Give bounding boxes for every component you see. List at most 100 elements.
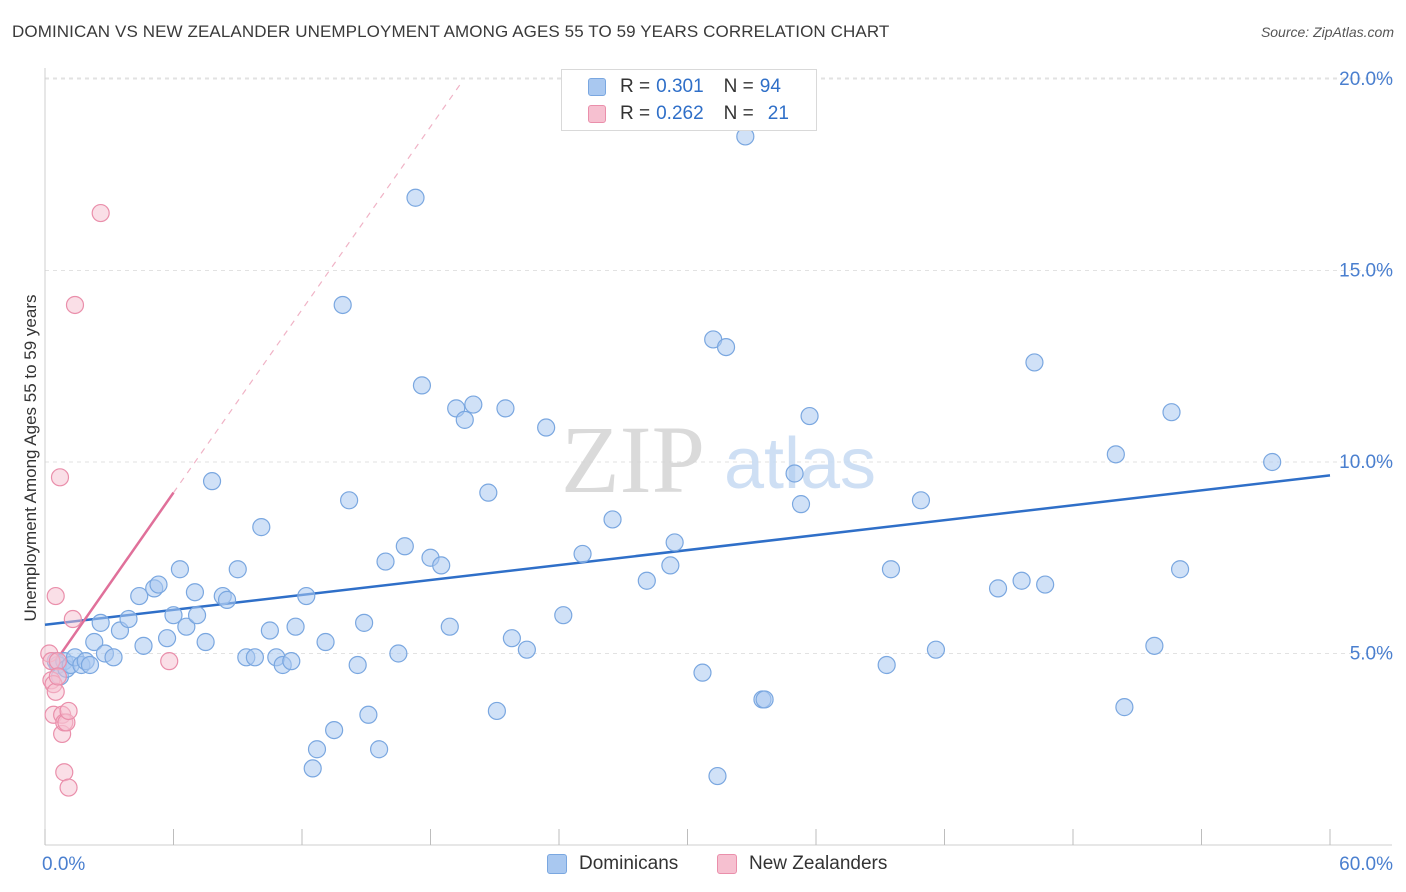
point-dominican xyxy=(716,338,736,357)
watermark-zip: ZIP xyxy=(561,406,705,513)
point-dominican xyxy=(464,395,483,414)
point-dominican xyxy=(389,644,408,663)
point-dominican xyxy=(119,609,138,629)
point-dominican xyxy=(307,740,327,759)
point-new-zealander xyxy=(59,701,78,721)
source-credit: Source: ZipAtlas.com xyxy=(1260,24,1394,40)
point-dominican xyxy=(800,406,819,426)
trend-lines xyxy=(44,80,1331,662)
point-dominican xyxy=(988,579,1008,598)
point-dominican xyxy=(1162,403,1181,422)
point-dominican xyxy=(665,533,684,552)
point-dominican xyxy=(164,606,183,625)
trend-line-new-zealanders-extrapolated xyxy=(173,80,464,493)
point-dominican xyxy=(80,655,100,675)
point-dominican xyxy=(693,663,712,682)
point-new-zealander xyxy=(46,586,65,606)
axis-layer xyxy=(44,68,1392,846)
point-dominican xyxy=(455,410,474,429)
legend-n-label: N = xyxy=(723,76,754,97)
point-dominican xyxy=(376,552,395,571)
point-dominican xyxy=(791,495,811,514)
point-dominican xyxy=(395,537,414,556)
legend-r-label: R = xyxy=(620,103,651,124)
point-dominican xyxy=(661,556,680,575)
point-dominican xyxy=(877,655,896,675)
point-dominican xyxy=(496,399,515,418)
point-dominican xyxy=(149,575,168,594)
point-new-zealander xyxy=(48,652,67,671)
point-dominican xyxy=(603,510,622,529)
point-dominican xyxy=(1115,698,1134,717)
watermark-atlas: atlas xyxy=(724,424,876,504)
y-tick-label: 5.0% xyxy=(1350,644,1393,665)
point-new-zealander xyxy=(59,778,78,797)
y-tick-label: 20.0% xyxy=(1339,69,1393,90)
bottom-legend-swatch-blue xyxy=(547,854,567,874)
point-dominican xyxy=(881,560,901,579)
point-dominican xyxy=(217,590,237,609)
point-dominican xyxy=(157,629,177,648)
watermark: ZIP atlas xyxy=(561,406,876,513)
y-tick-label: 15.0% xyxy=(1339,261,1393,282)
legend-n-value: 21 xyxy=(767,103,789,124)
point-dominican xyxy=(355,613,374,632)
x-tick-label-max: 60.0% xyxy=(1339,854,1393,875)
point-dominican xyxy=(502,629,521,648)
legend-n-label: N = xyxy=(723,103,754,124)
point-dominican xyxy=(554,606,573,625)
bottom-legend-label: New Zealanders xyxy=(749,853,888,874)
point-dominican xyxy=(1145,636,1164,655)
point-dominican xyxy=(333,295,352,315)
legend-r-label: R = xyxy=(620,76,651,97)
point-dominican xyxy=(432,556,451,575)
point-dominican xyxy=(202,472,222,491)
point-new-zealander xyxy=(63,609,82,629)
point-dominican xyxy=(1170,560,1190,579)
point-dominican xyxy=(370,740,389,759)
y-axis-label: Unemployment Among Ages 55 to 59 years xyxy=(21,295,40,622)
point-dominican xyxy=(286,617,305,636)
point-dominican xyxy=(487,701,506,721)
point-dominican xyxy=(325,720,344,740)
point-dominican xyxy=(260,621,279,640)
legend-swatch-blue xyxy=(588,78,606,96)
trend-line-new-zealanders xyxy=(54,491,175,662)
point-dominican xyxy=(637,571,656,590)
point-dominican xyxy=(440,617,459,636)
point-dominican xyxy=(177,617,196,636)
point-dominican xyxy=(85,632,104,652)
point-dominican xyxy=(708,766,727,786)
point-dominican xyxy=(479,483,498,502)
point-dominican xyxy=(1106,445,1125,464)
grid-layer xyxy=(45,77,1392,654)
legend-n-value: 94 xyxy=(759,76,781,97)
point-dominican xyxy=(573,544,592,564)
bottom-legend-dominicans: Dominicans xyxy=(547,852,678,876)
point-dominican xyxy=(348,655,367,675)
point-dominican xyxy=(911,491,931,510)
point-dominican xyxy=(245,648,264,667)
point-new-zealander xyxy=(55,763,74,782)
point-new-zealander xyxy=(46,682,65,701)
legend-r-value: 0.301 xyxy=(656,76,704,97)
legend-r-value: 0.262 xyxy=(656,103,704,124)
point-dominican xyxy=(926,640,946,659)
point-dominican xyxy=(755,690,774,709)
point-dominican xyxy=(196,632,215,652)
point-dominican xyxy=(282,652,301,671)
point-dominican xyxy=(785,464,804,483)
point-dominican xyxy=(134,636,153,655)
point-new-zealander xyxy=(48,667,67,686)
point-new-zealander xyxy=(91,203,110,223)
point-dominican xyxy=(412,376,432,395)
data-points xyxy=(40,127,1282,797)
point-dominican xyxy=(91,613,110,632)
point-dominican xyxy=(170,560,190,579)
point-dominican xyxy=(297,586,316,606)
point-new-zealander xyxy=(50,468,70,487)
point-dominican xyxy=(340,491,359,510)
point-dominican xyxy=(1263,452,1282,472)
point-dominican xyxy=(303,759,322,778)
